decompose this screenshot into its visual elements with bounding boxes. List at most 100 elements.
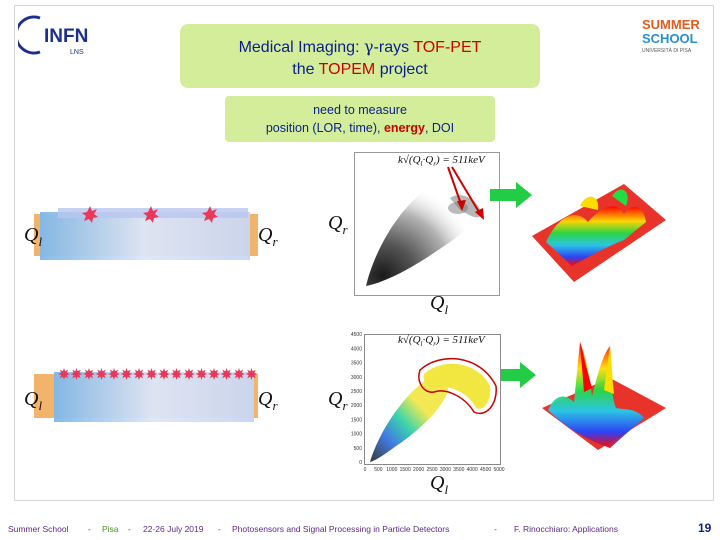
qr-axis-bottom-plot: Qr — [328, 388, 348, 413]
footer-school: Summer School — [8, 524, 69, 534]
qr-axis-top-plot: Qr — [328, 212, 348, 237]
interaction-point — [220, 368, 233, 380]
peak-arrow-1 — [447, 166, 463, 208]
energy-formula-top: k√(Ql·Qr) = 511keV — [398, 154, 485, 169]
scintillator-crystal — [54, 372, 254, 422]
x-tick-label: 1000 — [386, 467, 397, 472]
peak-arrows — [447, 166, 484, 220]
interaction-point — [58, 368, 70, 380]
summer-school-logo: SUMMER SCHOOL UNIVERSITÀ DI PISA — [642, 17, 700, 54]
need-line-2: position (LOR, time), energy, DOI — [265, 121, 455, 135]
footer-sep: - — [88, 524, 91, 534]
x-tick-label: 2000 — [413, 467, 424, 472]
interaction-point — [183, 368, 195, 380]
interaction-point — [108, 368, 120, 380]
interaction-point — [143, 206, 159, 223]
interaction-point — [245, 368, 258, 380]
infn-logo-text: INFN — [44, 26, 88, 47]
peak-arrow-2 — [451, 166, 483, 218]
y-tick-label: 3000 — [351, 375, 362, 381]
interaction-point — [158, 368, 170, 380]
surface-peak — [546, 206, 646, 266]
page-number: 19 — [698, 521, 712, 535]
footer: Summer School - Pisa - 22-26 July 2019 -… — [0, 514, 720, 540]
footer-sep: - — [218, 524, 221, 534]
y-tick-label: 0 — [359, 460, 362, 466]
footer-dates: 22-26 July 2019 — [143, 524, 204, 534]
x-tick-label: 1500 — [400, 467, 411, 472]
x-tick-label: 4000 — [467, 467, 478, 472]
crystal-diagram-top — [34, 206, 258, 260]
title-topem: TOPEM — [318, 61, 376, 78]
interaction-point — [133, 368, 145, 380]
summer-logo-line2: SCHOOL — [642, 31, 698, 46]
x-tick-label: 500 — [374, 467, 383, 472]
interaction-point — [170, 368, 183, 380]
x-tick-label: 3000 — [440, 467, 451, 472]
interaction-point — [120, 368, 133, 380]
x-tick-label: 5000 — [493, 467, 504, 472]
y-tick-label: 2500 — [351, 389, 362, 395]
energy-formula-bottom: k√(Ql·Qr) = 511keV — [398, 334, 485, 349]
qr-label-bottom: Qr — [258, 388, 278, 413]
footer-pisa: Pisa — [102, 524, 119, 534]
interaction-point — [233, 368, 245, 380]
scatter-distribution — [370, 376, 449, 462]
qr-label-top: Qr — [258, 224, 278, 249]
interaction-point — [208, 368, 220, 380]
need-to-measure-box: need to measure position (LOR, time), en… — [225, 96, 495, 142]
y-tick-label: 4500 — [351, 332, 362, 338]
interaction-point — [145, 368, 158, 380]
x-tick-label: 2500 — [426, 467, 437, 472]
footer-topic: Photosensors and Signal Processing in Pa… — [232, 524, 450, 534]
slide-title: Medical Imaging: γ-rays TOF-PET the TOPE… — [180, 24, 540, 88]
interaction-points — [82, 206, 218, 223]
interaction-point — [202, 206, 218, 223]
green-arrow-bottom — [494, 362, 536, 388]
photopeak-contour — [418, 358, 497, 415]
scatter-distribution — [366, 181, 476, 286]
y-tick-label: 1500 — [351, 417, 362, 423]
surface-peak — [548, 342, 644, 448]
ql-label-top: Ql — [24, 224, 43, 249]
gamma-symbol: γ — [363, 37, 374, 56]
x-ticks: 0 500 1000 1500 2000 2500 3000 3500 4000 4500 5000 — [364, 467, 505, 472]
summer-logo-sub: UNIVERSITÀ DI PISA — [642, 47, 692, 54]
infn-logo: INFN LNS — [18, 15, 88, 56]
footer-sep: - — [494, 524, 497, 534]
scintillator-crystal — [40, 212, 250, 260]
y-tick-label: 1000 — [351, 432, 362, 438]
interaction-point — [70, 368, 83, 380]
interaction-point — [95, 368, 108, 380]
title-line-1: Medical Imaging: γ-rays TOF-PET — [238, 37, 482, 56]
footer-author: F. Rinocchiaro: Applications — [514, 524, 618, 534]
interaction-points — [58, 368, 258, 380]
summer-logo-line1: SUMMER — [642, 17, 700, 32]
y-tick-label: 500 — [354, 446, 363, 452]
surface-plot-top — [532, 184, 666, 282]
need-line-1: need to measure — [313, 103, 407, 117]
y-tick-label: 2000 — [351, 403, 362, 409]
x-tick-label: 0 — [364, 467, 367, 472]
ql-label-bottom: Ql — [24, 388, 43, 413]
y-tick-label: 4000 — [351, 346, 362, 352]
infn-logo-sub: LNS — [70, 49, 84, 56]
ql-axis-top-plot: Ql — [430, 292, 449, 317]
x-tick-label: 4500 — [480, 467, 491, 472]
y-tick-label: 3500 — [351, 361, 362, 367]
scatter-plot-top — [354, 152, 500, 296]
x-tick-label: 3500 — [453, 467, 464, 472]
title-tofpet: TOF-PET — [413, 39, 482, 56]
interaction-point — [195, 368, 208, 380]
interaction-point — [83, 368, 95, 380]
energy-highlight: energy — [383, 121, 425, 135]
ql-axis-bottom-plot: Ql — [430, 472, 449, 497]
footer-sep: - — [128, 524, 131, 534]
title-line-2: the TOPEM project — [292, 61, 428, 78]
y-ticks: 0 500 1000 1500 2000 2500 3000 3500 4000 4500 — [351, 332, 362, 466]
green-arrow-top — [490, 182, 532, 208]
interaction-point — [82, 206, 98, 223]
crystal-diagram-bottom — [34, 368, 258, 422]
